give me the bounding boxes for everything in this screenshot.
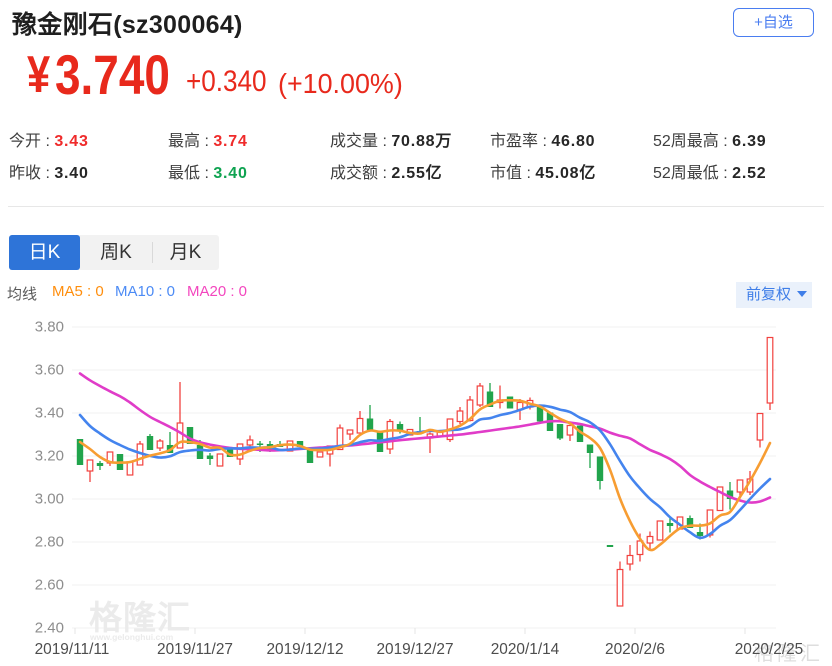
svg-text:3.40: 3.40: [35, 405, 64, 422]
svg-text:3.80: 3.80: [35, 319, 64, 336]
svg-text:2019/12/27: 2019/12/27: [376, 641, 453, 658]
svg-text:2020/1/14: 2020/1/14: [491, 641, 560, 658]
svg-text:www.gelonghui.com: www.gelonghui.com: [89, 632, 174, 642]
svg-text:格隆汇: 格隆汇: [754, 642, 823, 665]
svg-text:3.60: 3.60: [35, 362, 64, 379]
svg-text:3.00: 3.00: [35, 491, 64, 508]
svg-text:2020/2/6: 2020/2/6: [605, 641, 665, 658]
svg-text:2019/11/27: 2019/11/27: [157, 641, 233, 658]
svg-text:2.40: 2.40: [35, 620, 64, 637]
svg-text:3.20: 3.20: [35, 448, 64, 465]
svg-text:2020/2/25: 2020/2/25: [735, 641, 803, 658]
svg-text:2019/12/12: 2019/12/12: [266, 641, 343, 658]
svg-text:格隆汇: 格隆汇: [89, 599, 191, 636]
svg-text:2.60: 2.60: [35, 577, 64, 594]
svg-text:2019/11/11: 2019/11/11: [35, 641, 110, 658]
svg-text:2.80: 2.80: [35, 534, 64, 551]
